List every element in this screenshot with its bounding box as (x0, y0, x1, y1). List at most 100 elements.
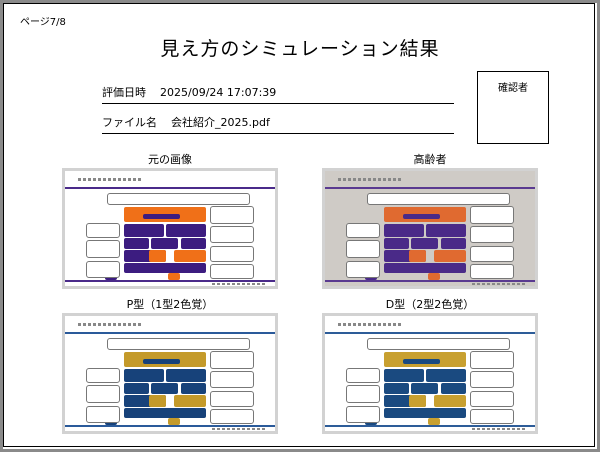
legend-swatch (427, 418, 441, 426)
block (123, 395, 166, 407)
intro-box (107, 337, 250, 351)
page-indicator: ページ7/8 (20, 17, 66, 28)
block (434, 395, 466, 407)
callout-left (346, 405, 380, 423)
block (151, 237, 179, 250)
base-bar (383, 408, 466, 419)
intro-box (367, 192, 510, 206)
block (440, 237, 466, 250)
footer-text (212, 283, 267, 285)
legend-swatch (427, 273, 441, 281)
callout-left (86, 222, 120, 238)
title-text (77, 177, 141, 182)
reviewer-label: 確認者 (498, 83, 528, 94)
block (383, 395, 426, 407)
callout-left (86, 405, 120, 423)
callout-right (209, 390, 254, 407)
callout-right (469, 350, 514, 369)
block (149, 250, 166, 262)
block (165, 368, 206, 382)
slide-image (325, 316, 535, 431)
callout-left (346, 222, 380, 238)
bottom-line (325, 280, 535, 282)
callout-right (209, 226, 254, 244)
top-bar-inner (142, 358, 181, 365)
title-text (77, 322, 141, 327)
callout-left (86, 367, 120, 383)
intro-box (107, 192, 250, 206)
block (383, 250, 426, 262)
callout-left (346, 240, 380, 259)
block (151, 382, 179, 395)
callout-left (346, 385, 380, 404)
block (123, 223, 164, 237)
block (383, 382, 409, 395)
footer-text (472, 428, 527, 430)
block (174, 250, 206, 262)
caption-d-type: D型（2型2色覚） (385, 298, 475, 311)
callout-right (209, 264, 254, 280)
reviewer-box: 確認者 (477, 71, 549, 144)
top-bar-inner (402, 213, 441, 220)
file-name-field: ファイル名 会社紹介_2025.pdf (102, 114, 454, 134)
slide-image (325, 171, 535, 286)
block (440, 382, 466, 395)
evaluation-value: 2025/09/24 17:07:39 (160, 86, 277, 99)
file-value: 会社紹介_2025.pdf (171, 116, 270, 129)
intro-box (367, 337, 510, 351)
block (411, 237, 439, 250)
callout-right (469, 390, 514, 407)
footer-text (472, 283, 527, 285)
callout-right (469, 409, 514, 425)
slide-image (65, 171, 275, 286)
block (425, 223, 466, 237)
block (123, 250, 166, 262)
block (425, 368, 466, 382)
file-label: ファイル名 (102, 116, 157, 129)
title-text (337, 322, 401, 327)
callout-left (346, 367, 380, 383)
callout-left (346, 260, 380, 278)
page-title: 見え方のシミュレーション結果 (160, 38, 440, 60)
block (409, 250, 426, 262)
thumbnail-d-type (322, 313, 538, 434)
title-underline (325, 187, 535, 189)
caption-elderly: 高齢者 (413, 153, 447, 166)
callout-left (86, 260, 120, 278)
callout-right (209, 350, 254, 369)
block (174, 395, 206, 407)
title-text (337, 177, 401, 182)
evaluation-label: 評価日時 (102, 86, 146, 99)
block (165, 223, 206, 237)
thumbnail-original (62, 168, 278, 289)
top-bar-inner (142, 213, 181, 220)
callout-right (209, 205, 254, 224)
thumbnail-p-type (62, 313, 278, 434)
title-underline (65, 332, 275, 334)
legend-swatch (167, 418, 181, 426)
bottom-line (65, 425, 275, 427)
base-bar (383, 263, 466, 274)
slide-image (65, 316, 275, 431)
footer-text (212, 428, 267, 430)
title-underline (65, 187, 275, 189)
block (383, 223, 424, 237)
base-bar (123, 263, 206, 274)
block (409, 395, 426, 407)
base-bar (123, 408, 206, 419)
callout-right (209, 409, 254, 425)
block (123, 382, 149, 395)
page-inner-border (3, 3, 595, 447)
block (149, 395, 166, 407)
callout-right (469, 226, 514, 244)
caption-p-type: P型（1型2色覚） (126, 298, 214, 311)
thumbnail-elderly (322, 168, 538, 289)
block (180, 237, 206, 250)
bottom-line (325, 425, 535, 427)
caption-original: 元の画像 (148, 153, 192, 166)
block (180, 382, 206, 395)
callout-right (469, 264, 514, 280)
top-bar-inner (402, 358, 441, 365)
callout-left (86, 240, 120, 259)
